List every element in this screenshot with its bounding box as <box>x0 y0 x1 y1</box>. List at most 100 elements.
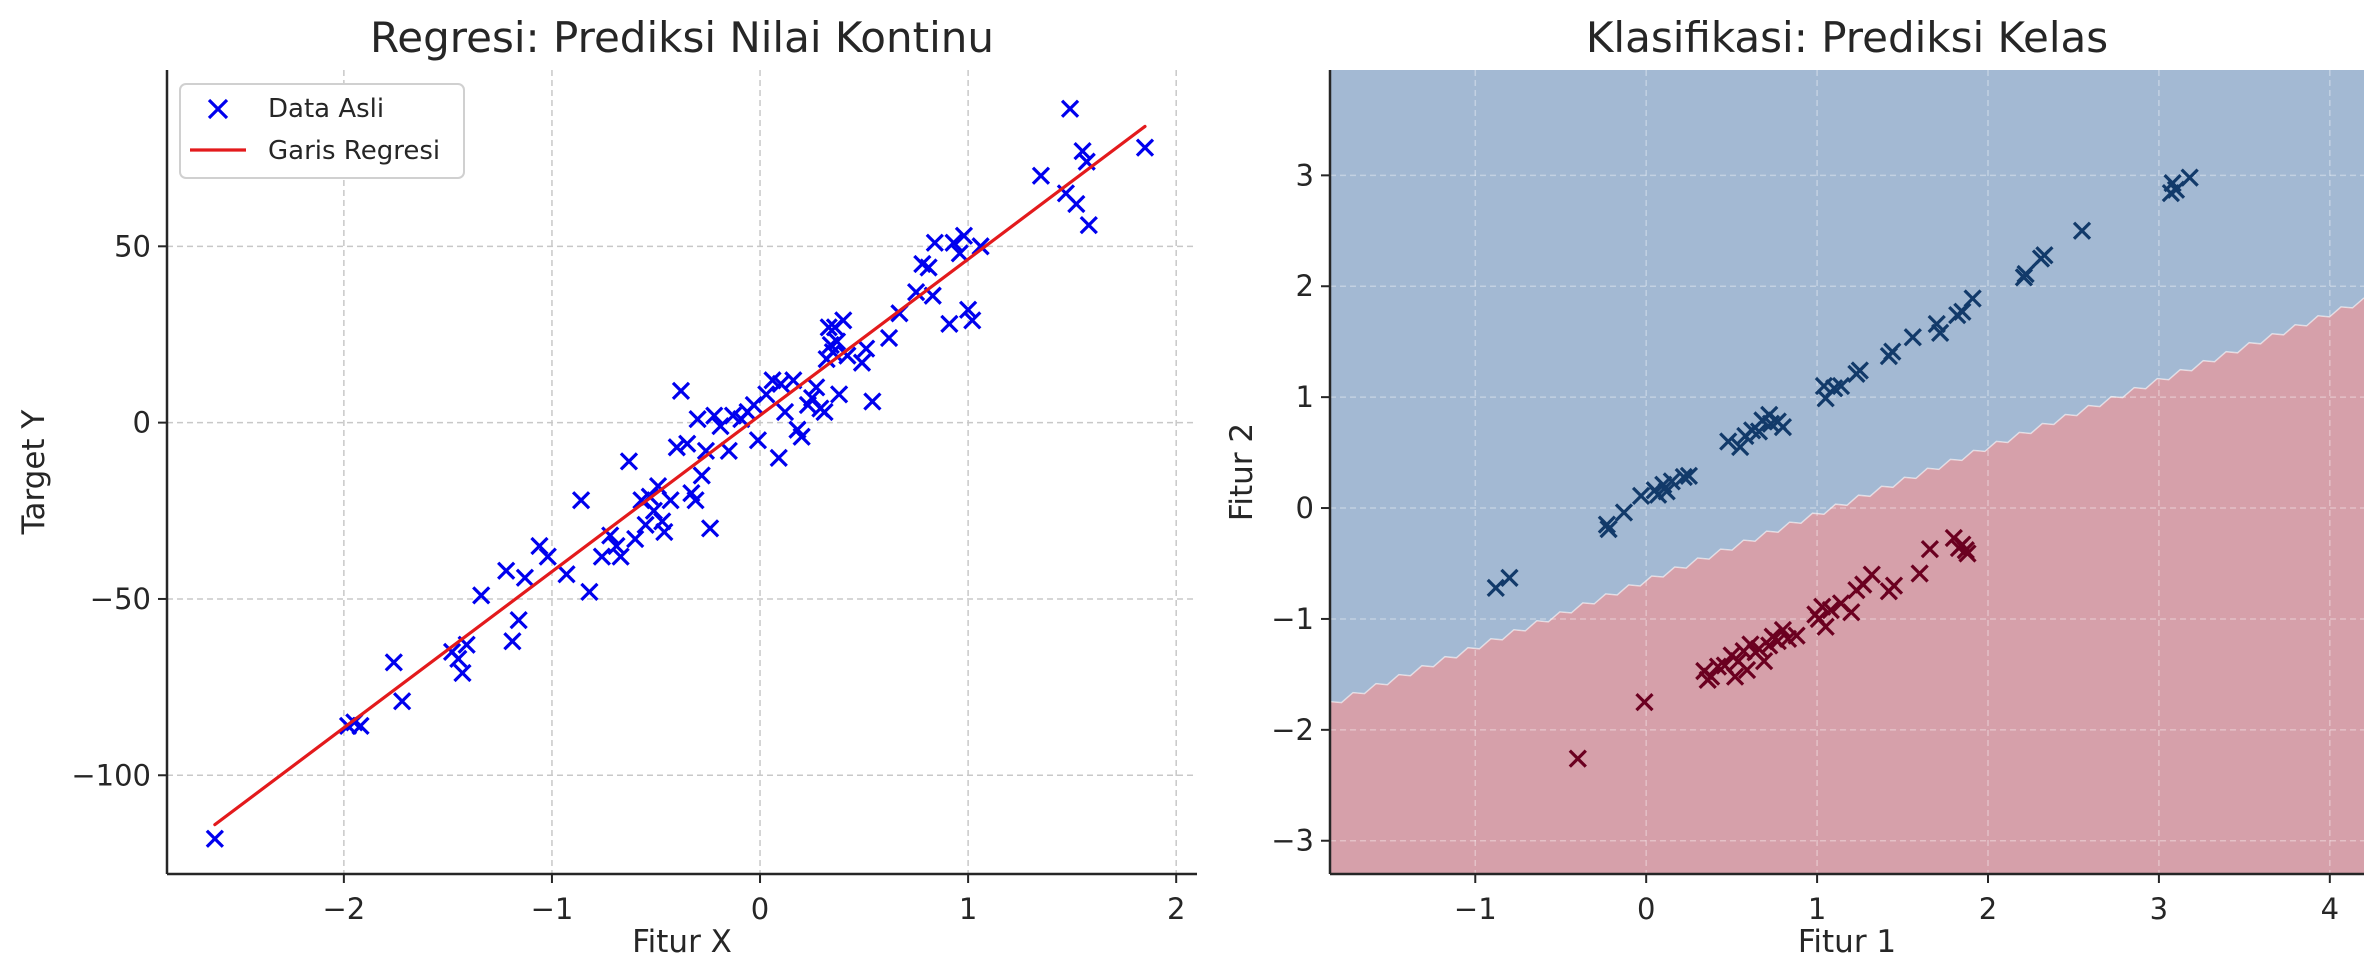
data-point <box>705 406 724 425</box>
data-point <box>792 427 811 446</box>
data-point <box>757 385 776 404</box>
legend-label-line: Garis Regresi <box>268 136 440 166</box>
class-1-point <box>2035 246 2054 265</box>
data-point <box>1079 216 1098 235</box>
data-point <box>667 438 686 457</box>
data-point <box>592 547 612 566</box>
class-1-point <box>1773 417 1793 437</box>
data-point <box>815 402 834 422</box>
regression-title: Regresi: Prediksi Nilai Kontinu <box>370 13 994 62</box>
data-point <box>580 582 599 602</box>
class-0-point <box>1958 544 1977 563</box>
data-point <box>807 378 826 397</box>
class-1-point <box>1657 482 1676 501</box>
class-1-point <box>2180 168 2199 187</box>
class-0-point <box>1773 620 1793 640</box>
y-tick-label: −1 <box>1271 602 1314 636</box>
data-point <box>607 536 626 556</box>
x-tick-label: 0 <box>1637 892 1655 926</box>
data-point <box>940 314 959 334</box>
class-0-point <box>1787 626 1806 645</box>
x-tick-label: 1 <box>1808 892 1826 926</box>
class-0-point <box>1708 657 1728 676</box>
decision-region-class-1 <box>1330 70 2364 703</box>
x-tick-label: 4 <box>2321 892 2339 926</box>
data-point <box>1073 141 1092 161</box>
classification-x-label: Fitur 1 <box>1798 924 1896 960</box>
regression-x-ticks: −2 −1 0 1 2 <box>322 874 1185 926</box>
data-point <box>611 547 630 566</box>
classification-points <box>1486 168 2199 768</box>
data-point <box>571 491 591 510</box>
class-1-point <box>1631 486 1651 505</box>
x-tick-label: −1 <box>1454 892 1497 926</box>
data-point <box>538 547 557 566</box>
class-1-point <box>1679 466 1699 486</box>
class-0-point <box>1725 667 1745 686</box>
y-tick-label: −2 <box>1271 713 1314 747</box>
data-point <box>1067 194 1086 214</box>
data-point <box>619 452 639 471</box>
classification-grid <box>1330 70 2364 874</box>
data-point <box>852 353 872 372</box>
data-point <box>671 381 691 401</box>
regression-y-ticks: −100 −50 0 50 <box>71 229 167 792</box>
classification-axes <box>1328 70 2364 876</box>
y-tick-label: −3 <box>1271 824 1314 858</box>
legend-box <box>179 83 465 179</box>
data-point <box>819 318 838 337</box>
classification-title: Klasifikasi: Prediksi Kelas <box>1586 13 2108 62</box>
data-point <box>863 392 882 411</box>
data-point <box>696 441 716 460</box>
y-tick-label: 1 <box>1296 380 1314 414</box>
class-1-point <box>1674 467 1693 487</box>
y-tick-label: 2 <box>1296 269 1314 303</box>
legend-marker-x <box>207 98 229 120</box>
class-0-point <box>1737 660 1757 680</box>
class-0-point <box>1754 651 1774 671</box>
x-tick-label: −2 <box>322 892 365 926</box>
data-point <box>497 561 516 580</box>
data-point <box>834 311 853 330</box>
data-point <box>906 283 926 302</box>
class-1-point <box>1749 422 1769 441</box>
class-0-point <box>1862 565 1881 584</box>
data-point <box>384 653 403 672</box>
class-0-point <box>1920 539 1940 559</box>
legend-label-data: Data Asli <box>268 94 384 124</box>
data-point <box>661 491 680 510</box>
regression-points <box>205 99 1155 848</box>
data-point <box>700 519 720 538</box>
class-1-point <box>1719 432 1738 451</box>
data-point <box>205 829 224 848</box>
x-tick-label: 1 <box>959 892 977 926</box>
data-point <box>392 692 412 711</box>
data-point <box>1031 166 1051 185</box>
class-1-point <box>1597 515 1617 534</box>
class-0-point <box>1635 692 1654 712</box>
data-point <box>748 431 768 450</box>
class-1-point <box>1831 376 1851 396</box>
class-1-point <box>1963 289 1982 308</box>
regression-x-label: Fitur X <box>632 924 732 960</box>
data-point <box>971 237 990 256</box>
x-tick-label: −1 <box>531 892 574 926</box>
x-tick-label: 3 <box>2150 892 2168 926</box>
data-point <box>829 385 849 404</box>
data-point <box>879 328 899 348</box>
x-tick-label: 0 <box>751 892 769 926</box>
class-0-point <box>1816 617 1835 636</box>
y-tick-label: 3 <box>1296 158 1314 192</box>
data-point <box>472 586 491 605</box>
class-1-point <box>2016 264 2035 284</box>
class-0-point <box>1910 564 1929 583</box>
regression-y-label: Target Y <box>16 410 52 536</box>
x-tick-label: 2 <box>1167 892 1185 926</box>
data-point <box>925 233 944 252</box>
data-point <box>775 402 795 422</box>
y-tick-label: −50 <box>90 582 151 616</box>
regression-grid <box>167 70 1197 874</box>
data-point <box>838 346 857 365</box>
decision-region-class-0 <box>1330 297 2364 874</box>
